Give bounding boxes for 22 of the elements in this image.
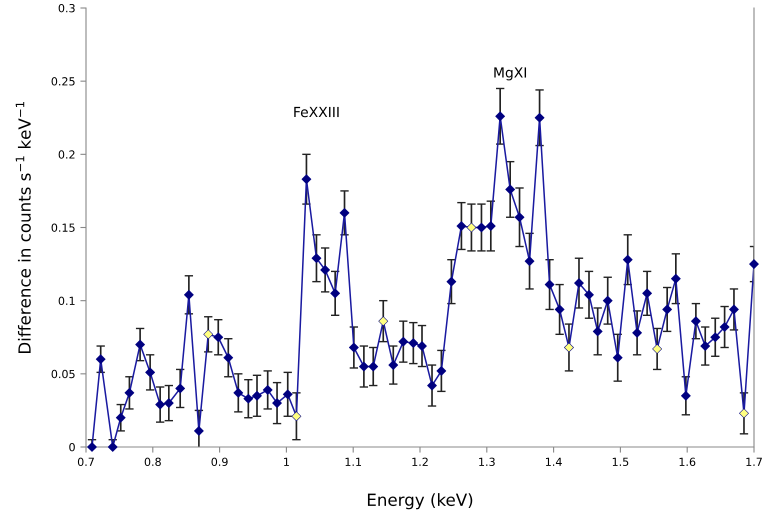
x-tick-label: 0.8 (144, 458, 161, 466)
x-tick-label: 0.7 (78, 458, 94, 466)
x-tick-label: 0.9 (212, 458, 228, 466)
x-axis-title: Energy (keV) (368, 493, 472, 510)
x-tick-label: 1.5 (612, 458, 628, 466)
y-tick-label: 0 (69, 442, 75, 452)
x-tick-label: 1.2 (412, 458, 428, 466)
y-tick-label: 0.25 (52, 77, 75, 86)
x-tick-label: 1.3 (479, 458, 495, 466)
x-tick-label: 1.7 (746, 458, 762, 466)
y-tick-label: 0.3 (58, 4, 75, 12)
x-tick-label: 1.1 (346, 458, 362, 466)
y-tick-label: 0.1 (58, 296, 75, 306)
y-tick-label: 0.2 (58, 150, 74, 159)
y-tick-label: 0.15 (52, 223, 75, 232)
y-tick-label: 0.05 (52, 370, 75, 378)
annotation: FeXXIII (294, 106, 339, 118)
x-tick-label: 1.4 (546, 458, 562, 466)
y-axis-title: Difference in counts s$^{−1}$ keV$^{−1}$ (16, 102, 31, 354)
x-tick-label: 1 (284, 458, 289, 466)
annotation: MgXI (494, 67, 526, 80)
x-tick-label: 1.6 (680, 458, 696, 466)
